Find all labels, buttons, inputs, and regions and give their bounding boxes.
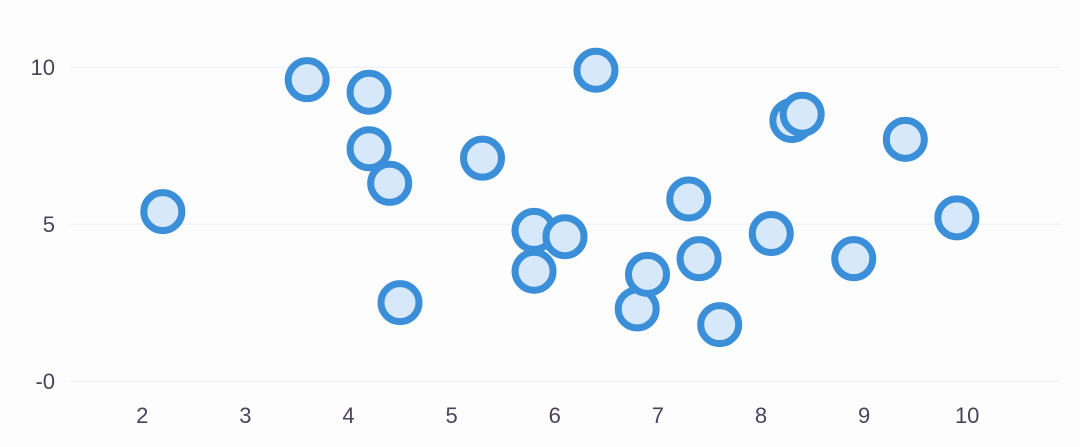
x-tick-label: 4 bbox=[342, 403, 354, 428]
x-tick-label: 6 bbox=[549, 403, 561, 428]
x-axis-ticks: 2 3 4 5 6 7 8 9 10 bbox=[136, 403, 979, 428]
scatter-point[interactable] bbox=[666, 176, 712, 222]
y-tick-label: 10 bbox=[31, 55, 55, 80]
x-tick-label: 3 bbox=[239, 403, 251, 428]
x-tick-label: 5 bbox=[445, 403, 457, 428]
scatter-point[interactable] bbox=[625, 251, 670, 297]
scatter-point[interactable] bbox=[284, 57, 330, 103]
scatter-point[interactable] bbox=[542, 214, 588, 260]
x-tick-label: 7 bbox=[652, 403, 664, 428]
scatter-points bbox=[140, 47, 980, 348]
scatter-point[interactable] bbox=[346, 126, 392, 172]
scatter-point[interactable] bbox=[697, 302, 743, 348]
scatter-point[interactable] bbox=[460, 135, 505, 181]
scatter-point[interactable] bbox=[882, 116, 928, 162]
scatter-point[interactable] bbox=[346, 69, 392, 115]
scatter-point[interactable] bbox=[831, 236, 877, 282]
scatter-point[interactable] bbox=[934, 195, 980, 241]
y-tick-label: -0 bbox=[35, 369, 55, 394]
x-tick-label: 8 bbox=[755, 403, 767, 428]
scatter-point[interactable] bbox=[676, 236, 722, 282]
scatter-point[interactable] bbox=[573, 47, 619, 93]
y-tick-label: 5 bbox=[43, 212, 55, 237]
scatter-point[interactable] bbox=[748, 211, 794, 257]
x-tick-label: 2 bbox=[136, 403, 148, 428]
scatter-point[interactable] bbox=[367, 160, 413, 206]
x-tick-label: 9 bbox=[858, 403, 870, 428]
scatter-point[interactable] bbox=[140, 189, 186, 235]
scatter-point[interactable] bbox=[779, 91, 825, 137]
scatter-point[interactable] bbox=[511, 248, 557, 294]
y-axis-ticks: -0 5 10 bbox=[31, 55, 55, 394]
scatter-point[interactable] bbox=[377, 280, 423, 326]
x-tick-label: 10 bbox=[955, 403, 979, 428]
